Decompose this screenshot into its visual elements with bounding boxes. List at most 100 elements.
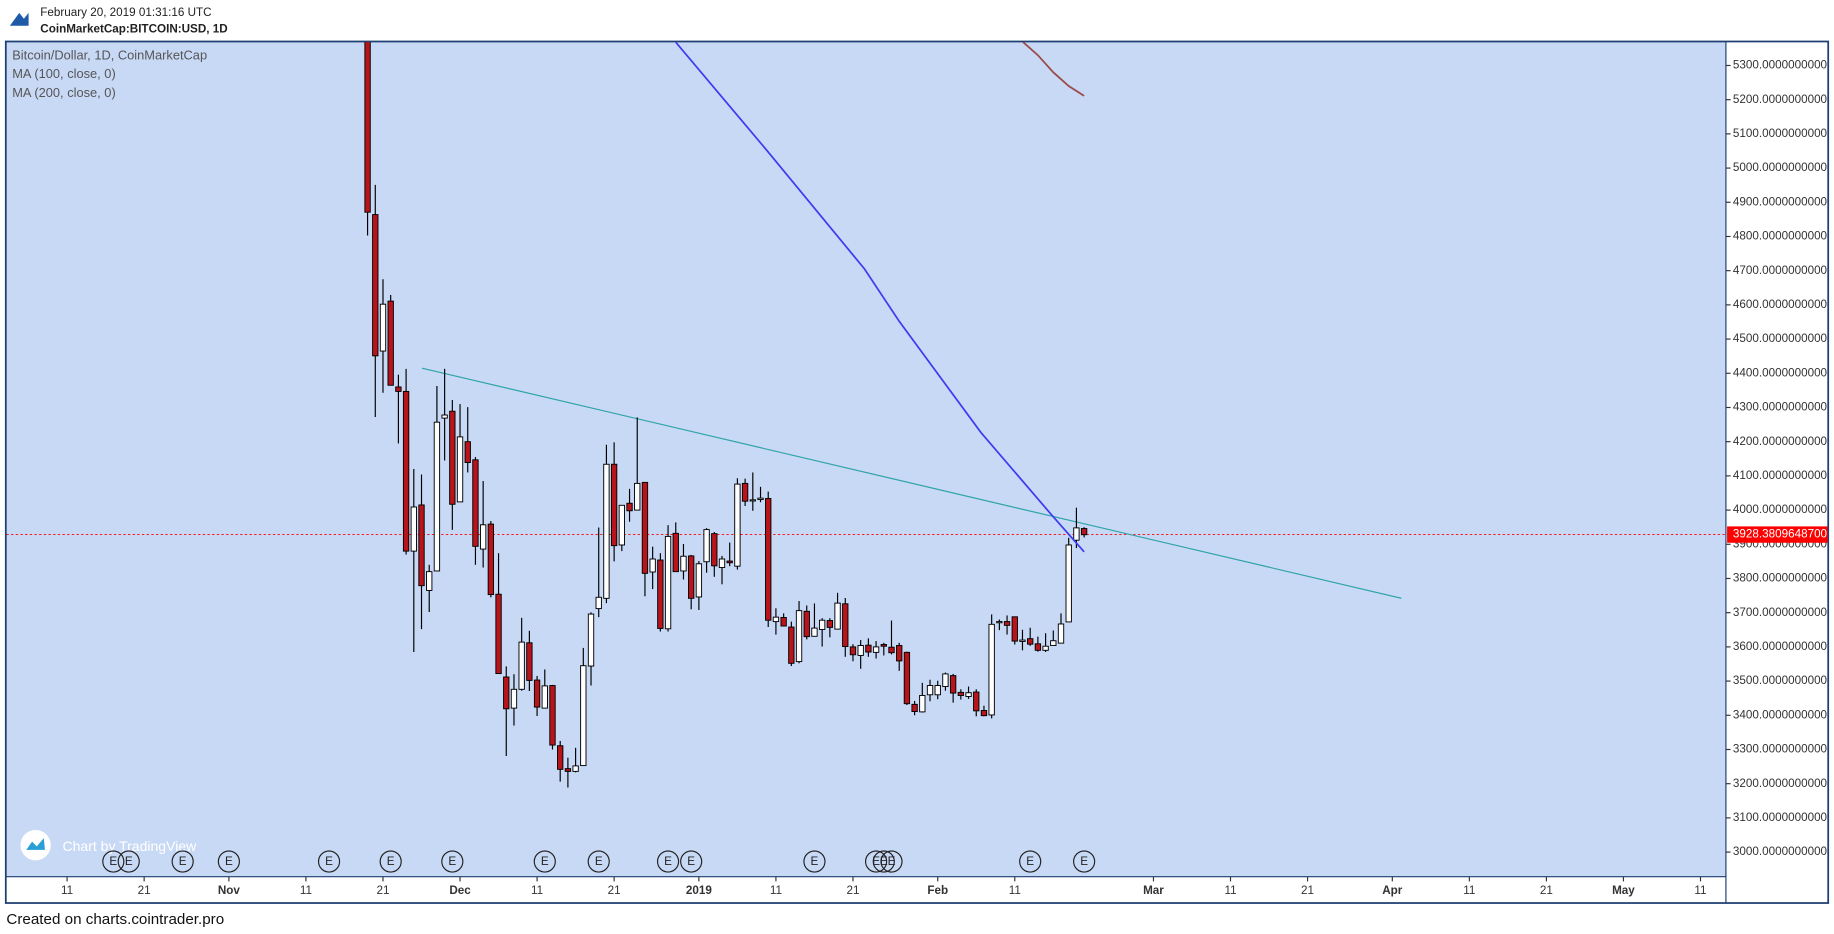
trendline: [421, 367, 1402, 599]
event-circle: [1019, 850, 1042, 873]
candle: [564, 757, 572, 788]
candle-body: [372, 214, 379, 357]
candle: [618, 504, 625, 552]
y-tick-label: 4500.0000000000: [1733, 332, 1828, 345]
y-tick-label: 3400.0000000000: [1733, 708, 1828, 721]
candle: [610, 442, 618, 562]
event-circle: [1073, 850, 1096, 873]
y-tick-label: 4900.0000000000: [1733, 195, 1828, 208]
candle: [957, 689, 965, 700]
candle-body: [1042, 645, 1049, 651]
candle: [703, 528, 710, 573]
candle-body: [957, 691, 965, 696]
candle-body: [1034, 643, 1042, 651]
event-label: E: [880, 855, 888, 868]
candle-body: [572, 765, 579, 772]
logo: [9, 12, 29, 26]
candle: [842, 597, 849, 657]
x-tick-label: 21: [138, 884, 151, 897]
y-tick-label: 4100.0000000000: [1733, 469, 1828, 482]
event-marker: E: [864, 850, 888, 873]
candle-body: [526, 642, 533, 681]
candle: [749, 472, 756, 511]
event-circle: [317, 850, 341, 873]
event-label: E: [387, 855, 395, 868]
candle-body: [1080, 528, 1088, 536]
event-marker: E: [171, 850, 194, 873]
candle-body: [503, 676, 510, 710]
candle-body: [911, 703, 918, 712]
x-tick-label: 11: [1009, 884, 1021, 897]
y-tick-label: 3300.0000000000: [1733, 743, 1828, 756]
candle: [526, 630, 533, 692]
y-tick-label: 4300.0000000000: [1733, 401, 1828, 414]
watermark: Chart by TradingView: [20, 829, 197, 861]
candle-body: [726, 560, 733, 564]
candle: [580, 647, 587, 767]
y-tick-label: 3000.0000000000: [1733, 845, 1828, 858]
candle: [634, 417, 641, 511]
candle: [926, 679, 934, 702]
event-circle: [680, 850, 703, 873]
candle-body: [834, 602, 841, 630]
candle: [811, 603, 818, 637]
candle-body: [410, 506, 417, 552]
event-circle: [441, 850, 464, 873]
candle: [1003, 615, 1011, 635]
candle: [1065, 537, 1072, 623]
candle-body: [718, 558, 726, 569]
candle: [826, 618, 834, 638]
candle: [888, 620, 895, 655]
x-tick-label: 21: [608, 884, 621, 897]
candle-body: [364, 42, 371, 213]
y-tick-label: 3500.0000000000: [1733, 674, 1828, 687]
event-marker: E: [117, 850, 140, 873]
candle-body: [765, 497, 772, 621]
y-tick-label: 3700.0000000000: [1733, 606, 1828, 619]
candle: [803, 605, 810, 640]
candle-body: [780, 617, 787, 627]
candle: [510, 674, 518, 726]
candle-body: [557, 745, 564, 770]
candle-body: [811, 627, 818, 637]
event-label: E: [595, 855, 603, 868]
candle: [919, 682, 926, 713]
candle-body: [664, 535, 672, 630]
event-marker: E: [1019, 850, 1042, 873]
event-label: E: [109, 855, 117, 868]
candle-body: [495, 593, 502, 675]
x-tick-label: 2019: [686, 884, 712, 897]
candle-body: [587, 613, 595, 667]
candle: [1073, 507, 1080, 549]
candle-body: [973, 691, 980, 712]
candle-body: [626, 502, 633, 512]
candle-body: [634, 482, 641, 511]
y-tick-label: 5000.0000000000: [1733, 161, 1828, 174]
candle: [973, 689, 980, 717]
candle-body: [872, 646, 880, 653]
candle: [418, 474, 425, 630]
x-tick-label: 11: [1463, 884, 1475, 897]
candle-body: [1073, 527, 1080, 541]
candle: [364, 42, 371, 236]
x-tick-label: May: [1612, 884, 1635, 897]
candle-body: [741, 482, 749, 502]
candle: [780, 613, 787, 627]
candle: [1019, 629, 1026, 651]
chart-title: CoinMarketCap:BITCOIN:USD, 1D: [40, 22, 227, 35]
candle-body: [618, 504, 625, 546]
y-tick-label: 4200.0000000000: [1733, 435, 1828, 448]
candle-body: [826, 620, 834, 628]
moving-average: [1021, 42, 1085, 97]
event-marker: E: [680, 850, 703, 873]
candle: [487, 521, 495, 598]
candle: [1042, 633, 1049, 653]
event-marker: E: [533, 850, 556, 873]
event-circle: [880, 850, 903, 873]
x-tick-label: Dec: [449, 884, 471, 897]
candle: [641, 481, 649, 597]
candle-body: [518, 641, 525, 690]
y-tick-label: 3200.0000000000: [1733, 777, 1828, 790]
candle: [402, 368, 410, 555]
y-tick-label: 4000.0000000000: [1733, 503, 1828, 516]
